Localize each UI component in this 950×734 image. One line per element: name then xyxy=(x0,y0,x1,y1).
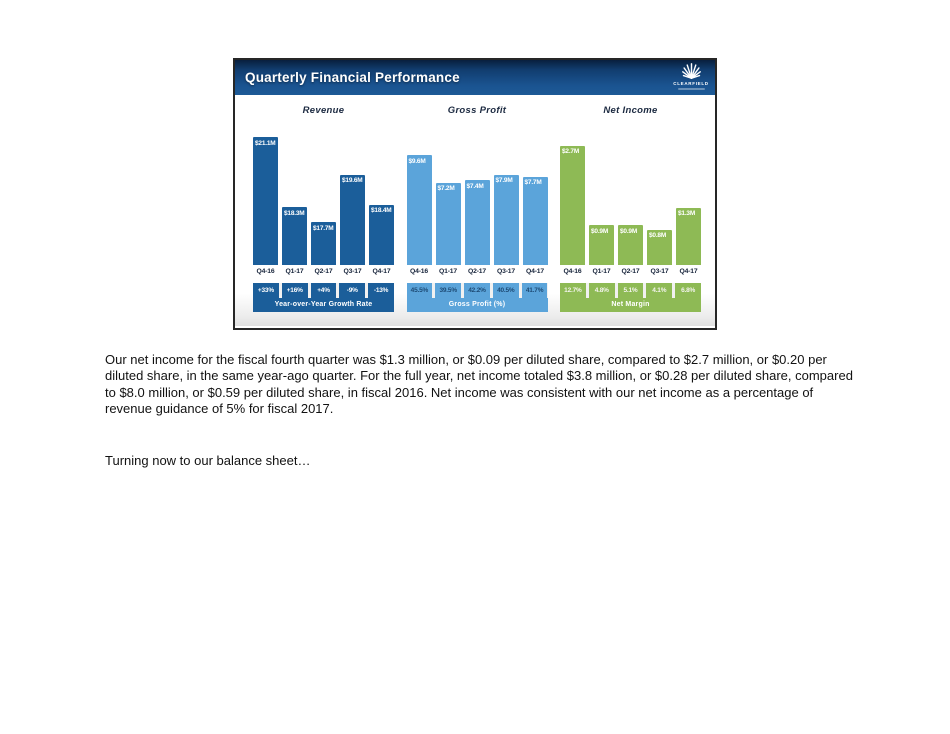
gross-profit-bar-q1-17: $7.2M xyxy=(435,182,461,265)
net-margin-value: 6.8% xyxy=(675,283,701,298)
gross-profit-chart: Gross Profit $9.6M $7.2M $7.4M $7.9M $7.… xyxy=(406,105,548,312)
growth-value: -13% xyxy=(368,283,394,298)
gross-margin-value: 41.7% xyxy=(521,283,548,298)
revenue-bar-q4-16: $21.1M xyxy=(253,137,278,265)
clearfield-logo: CLEARFIELD xyxy=(670,62,712,90)
gross-margin-value: 40.5% xyxy=(492,283,519,298)
bar-value-label: $7.9M xyxy=(495,177,513,185)
bar-value-label: $21.1M xyxy=(255,139,276,147)
balance-sheet-transition-paragraph: Turning now to our balance sheet… xyxy=(105,453,311,468)
bar-value-label: $0.9M xyxy=(620,227,638,235)
revenue-x-axis: Q4-16 Q1-17 Q2-17 Q3-17 Q4-17 xyxy=(253,268,394,277)
net-margin-value: 4.8% xyxy=(588,283,615,298)
logo-tagline-bar xyxy=(677,87,705,90)
gross-profit-x-axis: Q4-16 Q1-17 Q2-17 Q3-17 Q4-17 xyxy=(407,268,548,277)
gross-margin-value: 39.5% xyxy=(435,283,462,298)
bar-value-label: $7.7M xyxy=(524,179,542,187)
net-income-bar-q1-17: $0.9M xyxy=(589,225,614,265)
growth-value: -9% xyxy=(339,283,366,298)
revenue-bar-q3-17: $19.6M xyxy=(340,174,365,265)
net-margin-value: 12.7% xyxy=(560,283,586,298)
shell-fan-icon xyxy=(679,62,704,80)
x-tick-label: Q1-17 xyxy=(592,268,611,275)
bar-value-label: $1.3M xyxy=(678,210,696,218)
bar-value-label: $9.6M xyxy=(408,157,426,165)
bar-value-label: $7.2M xyxy=(437,185,455,193)
net-income-bar-q4-16: $2.7M xyxy=(560,145,585,265)
net-margin-strip: 12.7% 4.8% 5.1% 4.1% 6.8% Net Margin xyxy=(560,283,701,312)
financial-slide: Quarterly Financial Performance xyxy=(233,58,717,330)
net-income-bar-q2-17: $0.9M xyxy=(618,225,643,265)
growth-value: +4% xyxy=(310,283,337,298)
net-margin-strip-label: Net Margin xyxy=(611,301,650,308)
x-tick-label: Q4-16 xyxy=(256,268,275,275)
revenue-chart: Revenue $21.1M $18.3M $17.7M $19.6M $18.… xyxy=(253,105,394,312)
gross-profit-bar-q3-17: $7.9M xyxy=(493,174,519,265)
gross-margin-strip: 45.5% 39.5% 42.2% 40.5% 41.7% Gross Prof… xyxy=(406,283,548,312)
bar-value-label: $7.4M xyxy=(466,182,484,190)
x-tick-label: Q3-17 xyxy=(497,268,515,275)
net-margin-value: 4.1% xyxy=(646,283,673,298)
growth-value: +33% xyxy=(253,283,279,298)
net-income-paragraph: Our net income for the fiscal fourth qua… xyxy=(105,352,853,417)
x-tick-label: Q4-17 xyxy=(526,268,544,275)
revenue-bar-q2-17: $17.7M xyxy=(311,222,336,265)
x-tick-label: Q3-17 xyxy=(650,268,669,275)
bar-value-label: $18.3M xyxy=(284,209,305,217)
bar-value-label: $17.7M xyxy=(313,224,334,232)
gross-profit-bar-area: $9.6M $7.2M $7.4M $7.9M $7.7M xyxy=(406,137,548,265)
net-income-bar-area: $2.7M $0.9M $0.9M $0.8M $1.3M xyxy=(560,137,701,265)
x-tick-label: Q4-17 xyxy=(372,268,391,275)
x-tick-label: Q4-16 xyxy=(563,268,582,275)
growth-strip-label: Year-over-Year Growth Rate xyxy=(274,301,373,308)
gross-margin-value: 45.5% xyxy=(406,283,433,298)
x-tick-label: Q2-17 xyxy=(621,268,640,275)
x-tick-label: Q4-17 xyxy=(679,268,698,275)
revenue-chart-title: Revenue xyxy=(302,105,345,116)
bar-value-label: $0.9M xyxy=(591,227,609,235)
x-tick-label: Q2-17 xyxy=(314,268,333,275)
net-income-bar-q4-17: $1.3M xyxy=(676,207,701,265)
gross-margin-strip-label: Gross Profit (%) xyxy=(448,301,506,308)
net-income-bar-q3-17: $0.8M xyxy=(647,229,672,265)
gross-profit-bar-q2-17: $7.4M xyxy=(464,180,490,265)
gross-margin-value: 42.2% xyxy=(464,283,490,298)
slide-title: Quarterly Financial Performance xyxy=(245,70,460,85)
revenue-growth-strip: +33% +16% +4% -9% -13% Year-over-Year Gr… xyxy=(253,283,394,312)
bar-value-label: $0.8M xyxy=(649,232,667,240)
revenue-bar-area: $21.1M $18.3M $17.7M $19.6M $18.4M xyxy=(253,137,394,265)
charts-area: Revenue $21.1M $18.3M $17.7M $19.6M $18.… xyxy=(235,95,715,326)
x-tick-label: Q1-17 xyxy=(439,268,457,275)
bar-value-label: $18.4M xyxy=(371,207,392,215)
bar-value-label: $2.7M xyxy=(562,148,580,156)
slide-header: Quarterly Financial Performance xyxy=(235,60,715,95)
revenue-bar-q4-17: $18.4M xyxy=(369,204,394,265)
x-tick-label: Q3-17 xyxy=(343,268,362,275)
net-income-x-axis: Q4-16 Q1-17 Q2-17 Q3-17 Q4-17 xyxy=(560,268,701,277)
net-margin-value: 5.1% xyxy=(617,283,644,298)
x-tick-label: Q4-16 xyxy=(410,268,428,275)
net-income-chart: Net Income $2.7M $0.9M $0.9M $0.8M $1.3M… xyxy=(560,105,701,312)
bar-value-label: $19.6M xyxy=(342,177,363,185)
gross-profit-chart-title: Gross Profit xyxy=(447,105,507,116)
gross-profit-bar-q4-16: $9.6M xyxy=(406,155,432,265)
x-tick-label: Q2-17 xyxy=(468,268,486,275)
logo-wordmark: CLEARFIELD xyxy=(673,81,709,86)
gross-profit-bar-q4-17: $7.7M xyxy=(522,176,548,265)
revenue-bar-q1-17: $18.3M xyxy=(282,207,307,265)
x-tick-label: Q1-17 xyxy=(285,268,304,275)
growth-value: +16% xyxy=(281,283,308,298)
net-income-chart-title: Net Income xyxy=(603,105,658,116)
